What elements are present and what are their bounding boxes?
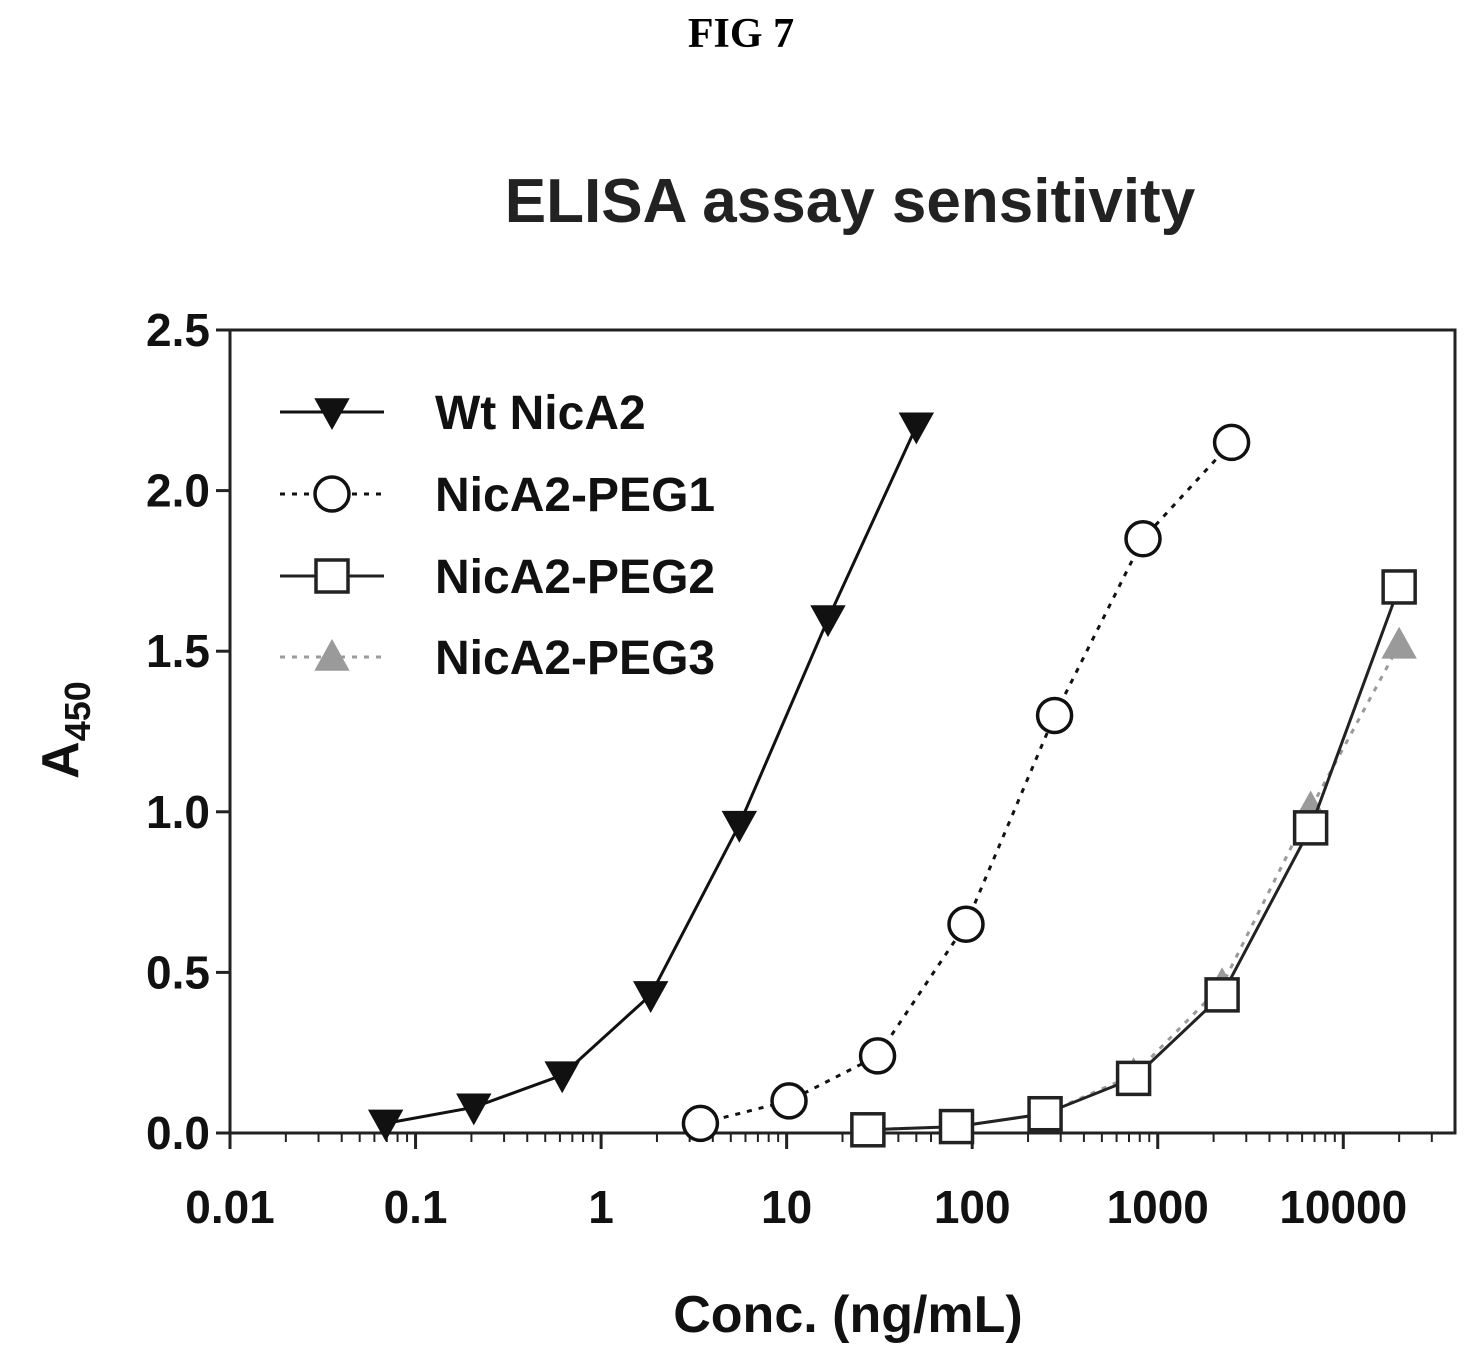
legend-label: NicA2-PEG1 bbox=[435, 469, 715, 522]
y-tick-label: 0.0 bbox=[146, 1107, 210, 1159]
x-tick-label: 0.01 bbox=[185, 1181, 275, 1233]
data-point bbox=[898, 412, 935, 445]
data-point bbox=[632, 981, 669, 1013]
x-tick-label: 10 bbox=[761, 1181, 812, 1233]
series-line bbox=[385, 425, 918, 1125]
data-point bbox=[721, 810, 758, 843]
y-tick-label: 1.0 bbox=[146, 786, 210, 838]
data-point bbox=[770, 1082, 808, 1120]
y-tick-label: 2.5 bbox=[146, 304, 210, 356]
data-point bbox=[810, 605, 846, 638]
legend-item: NicA2-PEG2 bbox=[280, 551, 715, 604]
data-point bbox=[1115, 1060, 1152, 1097]
legend-marker bbox=[313, 475, 351, 513]
x-tick-label: 10000 bbox=[1279, 1181, 1407, 1233]
legend-label: Wt NicA2 bbox=[435, 387, 646, 440]
axes: 0.0 0.5 1.0 1.5 2.0 2.5 0.01 0.1 1 10 100 1000 10000 bbox=[146, 304, 1457, 1233]
x-tick-label: 0.1 bbox=[384, 1181, 448, 1233]
data-point bbox=[1292, 810, 1329, 846]
data-point bbox=[1035, 696, 1074, 735]
data-point bbox=[1027, 1095, 1063, 1132]
y-tick-label: 1.5 bbox=[146, 625, 210, 677]
data-point bbox=[456, 1093, 492, 1126]
y-axis-label: A450 bbox=[32, 681, 98, 779]
series-wt-nica2 bbox=[367, 412, 935, 1142]
legend-item: Wt NicA2 bbox=[280, 387, 646, 440]
series-nica2-peg2 bbox=[850, 569, 1417, 1148]
x-tick-label: 1000 bbox=[1107, 1181, 1209, 1233]
figure-label: FIG 7 bbox=[687, 11, 795, 57]
y-tick-label: 2.0 bbox=[146, 465, 210, 517]
series-layer bbox=[367, 412, 1417, 1148]
legend-marker bbox=[314, 398, 350, 431]
data-point bbox=[938, 1108, 975, 1145]
x-tick-label: 100 bbox=[934, 1181, 1011, 1233]
legend: Wt NicA2 NicA2-PEG1 NicA2-PEG2 NicA2-PEG3 bbox=[280, 387, 715, 685]
data-point bbox=[1204, 977, 1240, 1013]
legend-marker bbox=[314, 558, 350, 594]
data-point bbox=[1381, 569, 1417, 605]
y-tick-label: 0.5 bbox=[146, 946, 210, 998]
data-point bbox=[544, 1061, 580, 1094]
data-point bbox=[367, 1109, 404, 1142]
data-point bbox=[1212, 423, 1251, 462]
data-point bbox=[1124, 520, 1162, 558]
legend-item: NicA2-PEG3 bbox=[280, 632, 715, 685]
y-axis-label-group: A450 bbox=[32, 681, 98, 779]
series-line bbox=[867, 644, 1401, 1132]
data-point bbox=[681, 1104, 720, 1143]
series-nica2-peg1 bbox=[681, 423, 1251, 1143]
data-point bbox=[947, 905, 985, 943]
chart-title: ELISA assay sensitivity bbox=[505, 167, 1196, 236]
data-point bbox=[1381, 626, 1417, 659]
legend-item: NicA2-PEG1 bbox=[280, 469, 715, 522]
y-axis-label-main: A bbox=[32, 741, 90, 779]
legend-marker bbox=[314, 638, 350, 671]
legend-label: NicA2-PEG3 bbox=[435, 632, 715, 685]
y-axis-label-subscript: 450 bbox=[57, 681, 98, 741]
x-tick-label: 1 bbox=[588, 1181, 614, 1233]
data-point bbox=[850, 1112, 886, 1148]
series-line bbox=[867, 586, 1401, 1132]
legend-label: NicA2-PEG2 bbox=[435, 551, 715, 604]
plot-frame bbox=[228, 328, 1457, 1135]
x-axis-label: Conc. (ng/mL) bbox=[673, 1286, 1023, 1344]
data-point bbox=[858, 1037, 897, 1075]
